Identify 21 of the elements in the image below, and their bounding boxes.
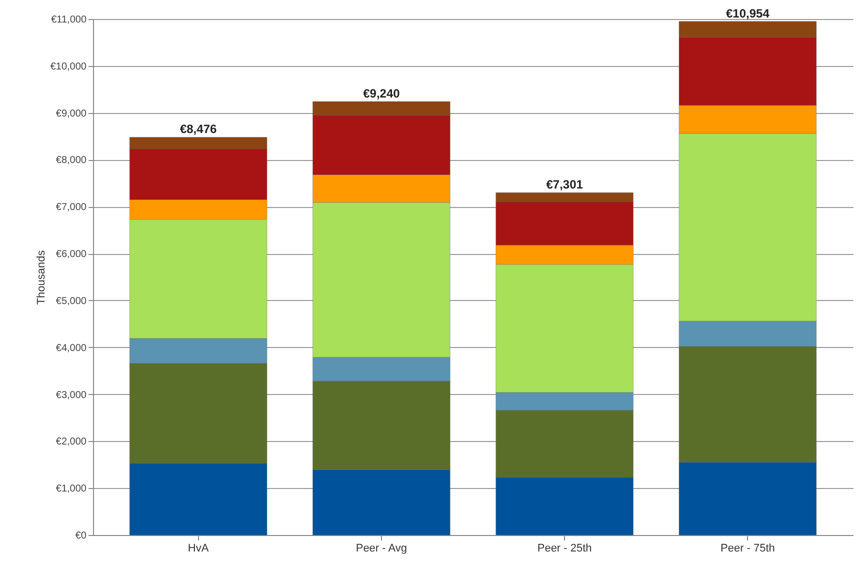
y-tick-label: €0: [75, 530, 87, 542]
y-tick-label: €6,000: [56, 249, 87, 260]
y-tick-label: €9,000: [56, 108, 87, 120]
x-tick-label: Peer - Avg: [356, 542, 408, 554]
y-axis-title: Thousands: [35, 250, 48, 305]
total-label: €10,954: [726, 6, 770, 20]
total-label: €7,301: [546, 178, 584, 192]
x-tick-label: HvA: [188, 542, 210, 554]
y-tick-label: €5,000: [56, 296, 87, 307]
y-tick-label: €1,000: [56, 484, 87, 495]
y-tick-label: €10,000: [50, 61, 87, 72]
y-tick-label: €2,000: [56, 436, 87, 448]
total-label: €9,240: [363, 86, 400, 101]
y-tick-label: €8,000: [56, 155, 87, 166]
y-tick-label: €4,000: [56, 342, 87, 354]
x-tick-label: Peer - 25th: [537, 542, 592, 554]
x-tick-label: Peer - 75th: [720, 542, 775, 554]
total-label: €8,476: [180, 122, 217, 136]
y-tick-label: €11,000: [51, 14, 87, 26]
y-tick-label: €7,000: [56, 202, 87, 214]
y-tick-label: €3,000: [56, 390, 87, 401]
